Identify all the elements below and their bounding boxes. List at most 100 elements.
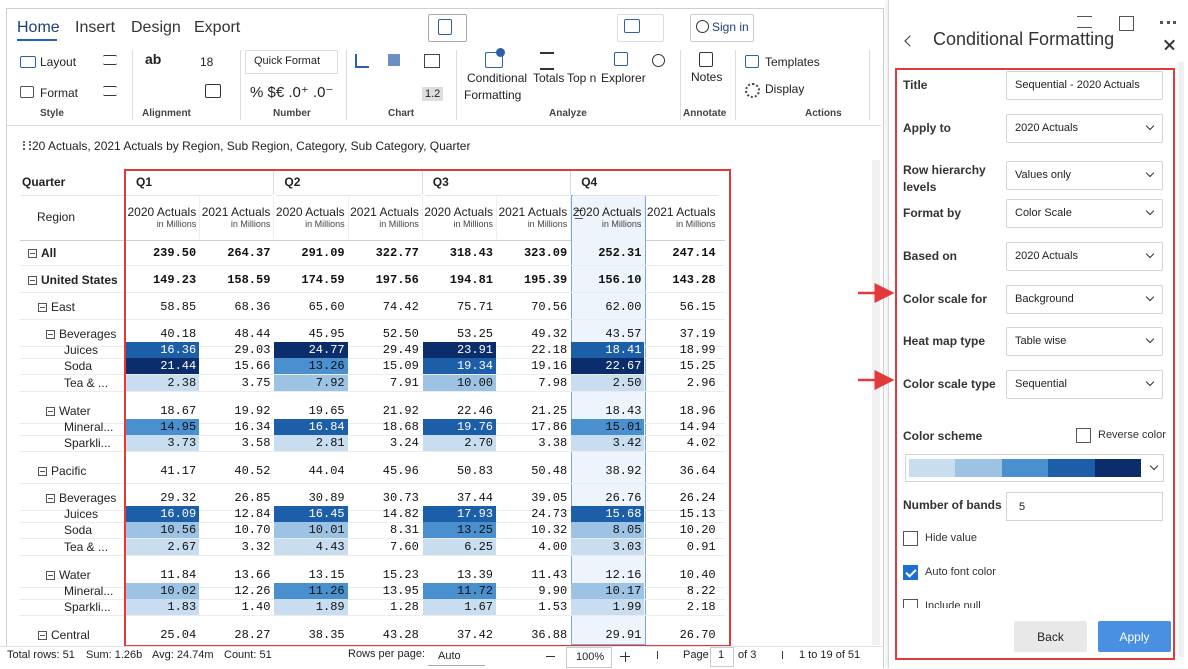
rows-per-page-value[interactable]: Auto <box>438 650 461 662</box>
text-input[interactable]: Sequential - 2020 Actuals <box>1006 71 1163 100</box>
button[interactable]: Apply <box>1098 621 1171 652</box>
dropdown[interactable]: 2020 Actuals <box>1006 113 1163 143</box>
more-icon[interactable] <box>1160 21 1176 27</box>
row-label: Pacific <box>51 464 87 478</box>
cell-value: 15.23 <box>382 567 419 582</box>
cell-value: 2.70 <box>464 436 493 450</box>
cell-value: 1.99 <box>612 600 642 614</box>
separator <box>869 50 870 120</box>
row-line <box>20 358 725 360</box>
edit-button[interactable] <box>428 14 467 42</box>
button-label[interactable]: Apply <box>1119 630 1150 644</box>
heat-cell <box>571 506 645 523</box>
page-box[interactable] <box>710 647 734 667</box>
explorer-button[interactable]: Explorer <box>601 71 646 85</box>
tab[interactable]: Insert <box>75 19 116 36</box>
expand-toggle[interactable] <box>38 467 47 476</box>
cell-value: 13.26 <box>308 359 345 374</box>
sign-in-label[interactable]: Sign in <box>712 20 749 34</box>
first-page[interactable] <box>657 651 664 659</box>
expand-toggle[interactable] <box>38 303 47 312</box>
zoom[interactable]: 100% <box>576 651 605 663</box>
expand-toggle[interactable] <box>28 276 37 285</box>
filter-icon[interactable] <box>1077 16 1092 28</box>
dropdown[interactable]: Background <box>1006 284 1163 314</box>
expand-toggle[interactable] <box>46 494 55 503</box>
cell-value: 158.59 <box>227 273 271 287</box>
text-input[interactable]: 5 <box>1006 492 1163 521</box>
wrap-button[interactable]: ab <box>145 51 162 67</box>
quick-format-box[interactable] <box>245 50 338 74</box>
zoom-out[interactable] <box>546 656 555 657</box>
tab-underline <box>17 39 57 41</box>
expand-toggle[interactable] <box>46 406 55 416</box>
cell-value: 40.52 <box>234 464 271 478</box>
heat-cell <box>274 374 348 391</box>
font-size[interactable]: 18 <box>200 55 214 69</box>
cell-value: 50.48 <box>531 464 568 478</box>
quarter-separator <box>421 169 423 195</box>
insert-button[interactable] <box>617 14 664 42</box>
row-line <box>20 483 725 484</box>
totals-button[interactable]: Totals <box>533 71 565 85</box>
heat-cell <box>126 506 200 523</box>
page[interactable]: 1 <box>718 649 725 661</box>
heat-cell <box>422 435 496 451</box>
cell-value: 39.05 <box>531 491 568 505</box>
dropdown[interactable]: 2020 Actuals <box>1006 241 1163 271</box>
expand-toggle[interactable] <box>38 631 47 640</box>
top-n-button[interactable]: Top n <box>567 71 597 85</box>
expand-icon[interactable] <box>1119 16 1134 31</box>
group-label: Number <box>273 108 311 119</box>
button-label[interactable]: Back <box>1037 630 1064 644</box>
expand-toggle[interactable] <box>46 330 55 339</box>
cell-value: 2.81 <box>315 436 345 450</box>
checkbox[interactable] <box>1076 428 1091 443</box>
cell-value: 4.02 <box>686 436 716 450</box>
dropdown[interactable]: Table wise <box>1006 327 1163 357</box>
highlight-box <box>895 68 1175 660</box>
tab[interactable]: Export <box>194 19 241 36</box>
cell-value: 21.25 <box>531 403 568 418</box>
cell-value: 7.92 <box>315 375 345 390</box>
conditional-formatting-button[interactable]: Conditional <box>467 71 528 85</box>
templates-button[interactable]: Templates <box>765 55 820 69</box>
cell-value: 1.83 <box>167 600 197 614</box>
format-button[interactable]: Format <box>40 86 79 100</box>
layout-button[interactable]: Layout <box>40 55 77 69</box>
checkbox[interactable] <box>903 599 918 608</box>
checkbox[interactable] <box>903 531 918 546</box>
cell-value: 45.95 <box>308 327 345 341</box>
row-range: 1 to 19 of 51 <box>799 649 861 661</box>
expand-toggle[interactable] <box>28 249 37 258</box>
quick-format-button[interactable]: Quick Format <box>254 55 321 67</box>
tab[interactable]: Home <box>17 19 60 36</box>
tab[interactable]: Design <box>131 19 181 36</box>
heat-cell <box>126 418 200 435</box>
cell-value: 7.98 <box>538 375 568 390</box>
quarter-line <box>424 195 570 196</box>
conditional-formatting-button[interactable]: Formatting <box>464 88 522 102</box>
heat-cell <box>422 374 496 391</box>
display-button[interactable]: Display <box>765 82 805 96</box>
row-label: Juices <box>64 507 99 522</box>
cell-value: 12.84 <box>234 507 271 522</box>
dropdown[interactable]: Values only <box>1006 161 1163 191</box>
sign-in-button[interactable] <box>690 14 754 42</box>
expand-toggle[interactable] <box>46 570 55 580</box>
row-line <box>20 598 725 600</box>
icon <box>205 84 221 98</box>
cell-value: 74.42 <box>382 300 419 314</box>
dropdown[interactable]: Sequential <box>1006 369 1163 399</box>
panel-body: Title Sequential - 2020 Actuals Apply to 20… <box>895 68 1175 608</box>
last-page[interactable] <box>776 651 783 659</box>
checkbox[interactable] <box>903 565 918 580</box>
group-label: Annotate <box>683 108 727 119</box>
button[interactable]: Back <box>1014 621 1087 652</box>
dropdown[interactable]: Color Scale <box>1006 199 1163 229</box>
color-scheme-picker[interactable] <box>905 454 1164 482</box>
number-symbols[interactable]: % $€ .0⁺ .0⁻ <box>250 84 334 101</box>
rows-per-page-select[interactable] <box>428 647 485 666</box>
notes-button[interactable]: Notes <box>691 70 723 84</box>
decimal-button[interactable]: 1.2 <box>422 87 444 101</box>
